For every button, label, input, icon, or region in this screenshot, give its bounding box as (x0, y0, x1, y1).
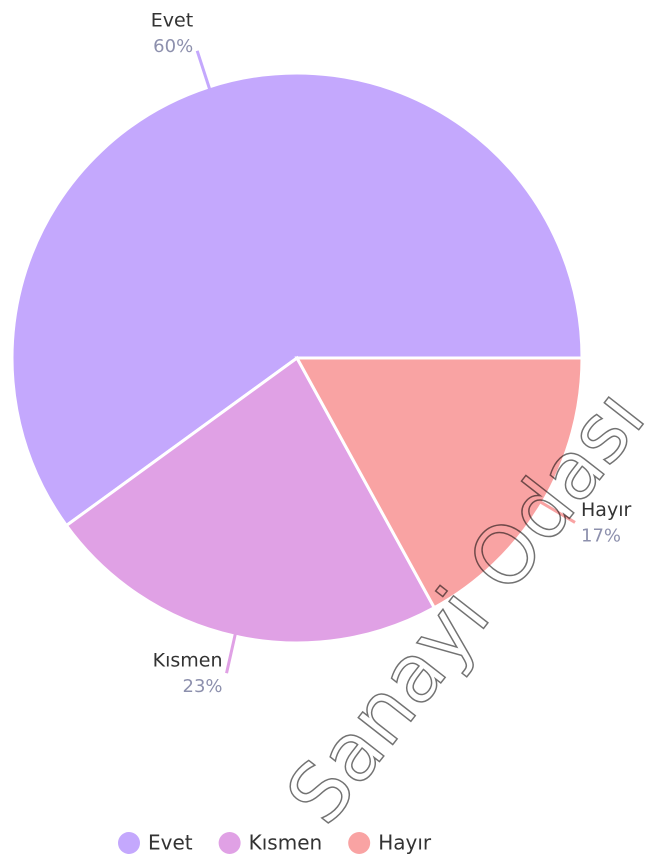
slice-name: Evet (151, 9, 193, 31)
leader-line (225, 631, 238, 674)
legend-swatch (218, 832, 241, 854)
slice-name: Hayır (581, 499, 631, 521)
leader-line (195, 50, 212, 92)
slice-value: 23% (183, 676, 223, 697)
legend-swatch (118, 832, 140, 854)
slice-value: 60% (153, 36, 193, 57)
legend-swatch (348, 832, 371, 854)
labels: Evet 60% Kısmen 23% Hayır 17% (151, 9, 632, 697)
leader-line (538, 499, 576, 524)
pie (10, 71, 584, 645)
legend-label: Evet (148, 831, 193, 855)
slice-name: Kısmen (153, 650, 223, 672)
legend-label: Kısmen (249, 831, 323, 855)
legend: Evet Kısmen Hayır (118, 831, 432, 855)
slice-value: 17% (581, 525, 621, 546)
legend-label: Hayır (378, 831, 432, 855)
